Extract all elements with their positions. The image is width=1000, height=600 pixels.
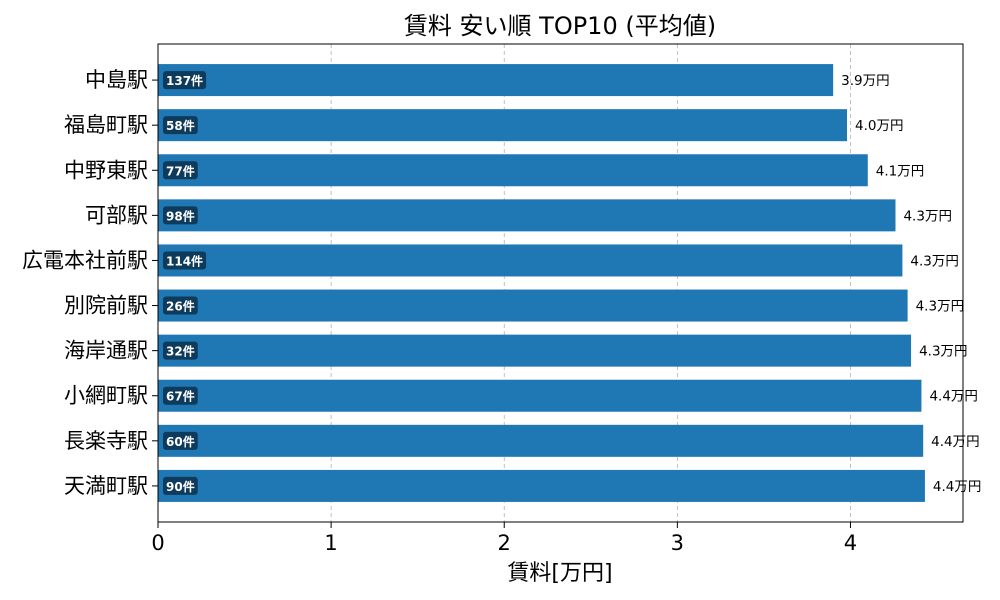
- count-badge: [163, 206, 198, 225]
- value-label: 4.3万円: [910, 253, 958, 269]
- count-label: 98件: [166, 208, 195, 223]
- category-label: 可部駅: [85, 203, 148, 227]
- category-label: 中島駅: [85, 68, 148, 92]
- count-badge: [163, 386, 198, 405]
- count-label: 32件: [166, 344, 195, 359]
- x-tick-label: 2: [498, 531, 511, 555]
- category-label: 天満町駅: [64, 474, 148, 498]
- value-label: 4.0万円: [855, 118, 903, 134]
- x-axis-label: 賃料[万円]: [507, 561, 612, 586]
- x-tick-label: 0: [151, 531, 164, 555]
- value-label: 4.4万円: [933, 479, 981, 495]
- count-badge: [163, 296, 198, 315]
- value-label: 4.4万円: [931, 434, 979, 450]
- count-label: 137件: [166, 73, 203, 88]
- category-label: 別院前駅: [64, 294, 148, 318]
- category-label: 小網町駅: [64, 384, 148, 408]
- category-label: 海岸通駅: [64, 339, 148, 363]
- bar: [158, 109, 848, 142]
- count-badge: [163, 161, 198, 180]
- count-label: 60件: [166, 434, 195, 449]
- bar: [158, 289, 908, 322]
- count-label: 90件: [166, 479, 195, 494]
- value-label: 4.3万円: [916, 299, 964, 315]
- count-badge: [163, 476, 198, 495]
- count-badge: [163, 71, 207, 90]
- bar: [158, 334, 912, 367]
- count-label: 26件: [166, 299, 195, 314]
- value-label: 4.4万円: [929, 389, 977, 405]
- category-label: 中野東駅: [64, 158, 148, 182]
- bars-group: 137件 3.9万円 58件 4.0万円 77件 4.1万円 98件 4.3万円 114件 4.3…: [158, 64, 981, 502]
- value-label: 3.9万円: [841, 73, 889, 89]
- count-label: 77件: [166, 163, 195, 178]
- bar: [158, 64, 834, 97]
- count-badge: [163, 251, 207, 270]
- count-badge: [163, 431, 198, 450]
- count-badge: [163, 116, 198, 135]
- bar: [158, 244, 903, 277]
- bar: [158, 154, 868, 187]
- bar: [158, 424, 924, 457]
- category-label: 広電本社前駅: [22, 248, 148, 272]
- bar: [158, 469, 925, 502]
- plot-frame: [157, 43, 964, 523]
- category-label: 福島町駅: [64, 113, 148, 137]
- count-label: 114件: [166, 253, 203, 268]
- value-label: 4.3万円: [903, 208, 951, 224]
- value-label: 4.1万円: [876, 163, 924, 179]
- x-tick-label: 3: [671, 531, 684, 555]
- chart-title: 賃料 安い順 TOP10 (平均値): [404, 12, 716, 40]
- category-label: 長楽寺駅: [64, 429, 148, 453]
- bar: [158, 379, 922, 412]
- count-badge: [163, 341, 198, 360]
- count-label: 67件: [166, 389, 195, 404]
- count-label: 58件: [166, 118, 195, 133]
- x-tick-label: 4: [844, 531, 857, 555]
- x-tick-label: 1: [324, 531, 337, 555]
- value-label: 4.3万円: [919, 344, 967, 360]
- x-axis: 0 1 2 3 4: [151, 522, 857, 555]
- bar: [158, 199, 896, 232]
